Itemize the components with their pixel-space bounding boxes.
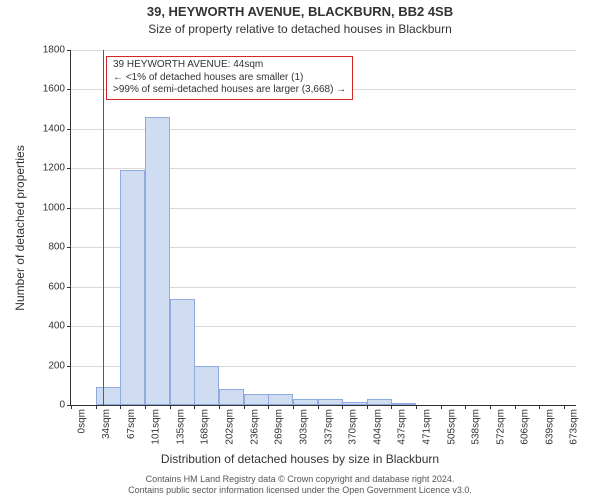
x-tick-label: 269sqm <box>273 409 284 445</box>
y-tick-mark <box>67 208 71 209</box>
x-tick-label: 168sqm <box>199 409 210 445</box>
annotation-line: >99% of semi-detached houses are larger … <box>113 84 346 97</box>
x-tick-mark <box>539 405 540 409</box>
x-tick-label: 67sqm <box>126 409 137 439</box>
y-tick-mark <box>67 287 71 288</box>
x-tick-mark <box>342 405 343 409</box>
x-tick-label: 673sqm <box>569 409 580 445</box>
x-tick-label: 370sqm <box>347 409 358 445</box>
y-tick-mark <box>67 129 71 130</box>
x-tick-label: 0sqm <box>77 409 88 433</box>
x-tick-label: 303sqm <box>298 409 309 445</box>
histogram-bar <box>293 399 318 405</box>
x-tick-mark <box>564 405 565 409</box>
histogram-bar <box>194 366 219 405</box>
y-tick-mark <box>67 89 71 90</box>
x-tick-mark <box>145 405 146 409</box>
y-tick-label: 1000 <box>43 202 65 213</box>
footer-line: Contains public sector information licen… <box>0 485 600 496</box>
x-tick-mark <box>71 405 72 409</box>
x-tick-label: 606sqm <box>520 409 531 445</box>
histogram-bar <box>367 399 392 405</box>
x-tick-mark <box>219 405 220 409</box>
y-tick-label: 200 <box>48 360 65 371</box>
histogram-bar <box>342 402 367 405</box>
y-tick-mark <box>67 168 71 169</box>
grid-line <box>71 50 576 51</box>
x-tick-mark <box>441 405 442 409</box>
marker-line <box>103 50 104 405</box>
x-tick-mark <box>391 405 392 409</box>
x-tick-mark <box>244 405 245 409</box>
chart-root: 39, HEYWORTH AVENUE, BLACKBURN, BB2 4SB … <box>0 0 600 500</box>
y-tick-mark <box>67 247 71 248</box>
x-tick-mark <box>318 405 319 409</box>
y-tick-label: 1200 <box>43 163 65 174</box>
footer-line: Contains HM Land Registry data © Crown c… <box>0 474 600 485</box>
y-tick-label: 400 <box>48 321 65 332</box>
x-tick-label: 34sqm <box>101 409 112 439</box>
x-tick-label: 505sqm <box>446 409 457 445</box>
x-tick-label: 538sqm <box>470 409 481 445</box>
plot-area: 0200400600800100012001400160018000sqm34s… <box>70 50 576 406</box>
y-tick-label: 1400 <box>43 123 65 134</box>
x-tick-label: 639sqm <box>544 409 555 445</box>
x-tick-mark <box>96 405 97 409</box>
x-tick-mark <box>416 405 417 409</box>
x-tick-label: 202sqm <box>224 409 235 445</box>
x-tick-mark <box>293 405 294 409</box>
y-axis-title: Number of detached properties <box>13 145 27 310</box>
y-tick-mark <box>67 366 71 367</box>
x-tick-mark <box>367 405 368 409</box>
x-tick-mark <box>194 405 195 409</box>
x-tick-mark <box>268 405 269 409</box>
histogram-bar <box>145 117 170 405</box>
x-axis-title: Distribution of detached houses by size … <box>0 452 600 466</box>
histogram-bar <box>391 403 416 405</box>
histogram-bar <box>244 394 269 405</box>
y-tick-label: 600 <box>48 281 65 292</box>
x-tick-mark <box>170 405 171 409</box>
histogram-bar <box>170 299 195 406</box>
chart-subtitle: Size of property relative to detached ho… <box>0 22 600 36</box>
x-tick-mark <box>120 405 121 409</box>
y-tick-mark <box>67 50 71 51</box>
x-tick-label: 337sqm <box>323 409 334 445</box>
x-tick-mark <box>515 405 516 409</box>
x-tick-mark <box>490 405 491 409</box>
x-tick-label: 101sqm <box>150 409 161 445</box>
x-tick-label: 572sqm <box>495 409 506 445</box>
y-tick-label: 800 <box>48 242 65 253</box>
y-tick-label: 1800 <box>43 45 65 56</box>
annotation-line: 39 HEYWORTH AVENUE: 44sqm <box>113 59 346 72</box>
histogram-bar <box>96 387 121 405</box>
histogram-bar <box>120 170 145 405</box>
x-tick-label: 135sqm <box>175 409 186 445</box>
x-tick-mark <box>465 405 466 409</box>
y-tick-mark <box>67 326 71 327</box>
footer: Contains HM Land Registry data © Crown c… <box>0 474 600 497</box>
x-tick-label: 471sqm <box>421 409 432 445</box>
histogram-bar <box>268 394 293 405</box>
x-tick-label: 404sqm <box>372 409 383 445</box>
x-tick-label: 437sqm <box>396 409 407 445</box>
x-tick-label: 236sqm <box>249 409 260 445</box>
chart-title: 39, HEYWORTH AVENUE, BLACKBURN, BB2 4SB <box>0 4 600 19</box>
histogram-bar <box>219 389 244 405</box>
histogram-bar <box>318 399 343 405</box>
annotation-box: 39 HEYWORTH AVENUE: 44sqm ← <1% of detac… <box>106 56 353 100</box>
y-tick-label: 1600 <box>43 84 65 95</box>
annotation-line: ← <1% of detached houses are smaller (1) <box>113 72 346 85</box>
y-tick-label: 0 <box>59 400 65 411</box>
